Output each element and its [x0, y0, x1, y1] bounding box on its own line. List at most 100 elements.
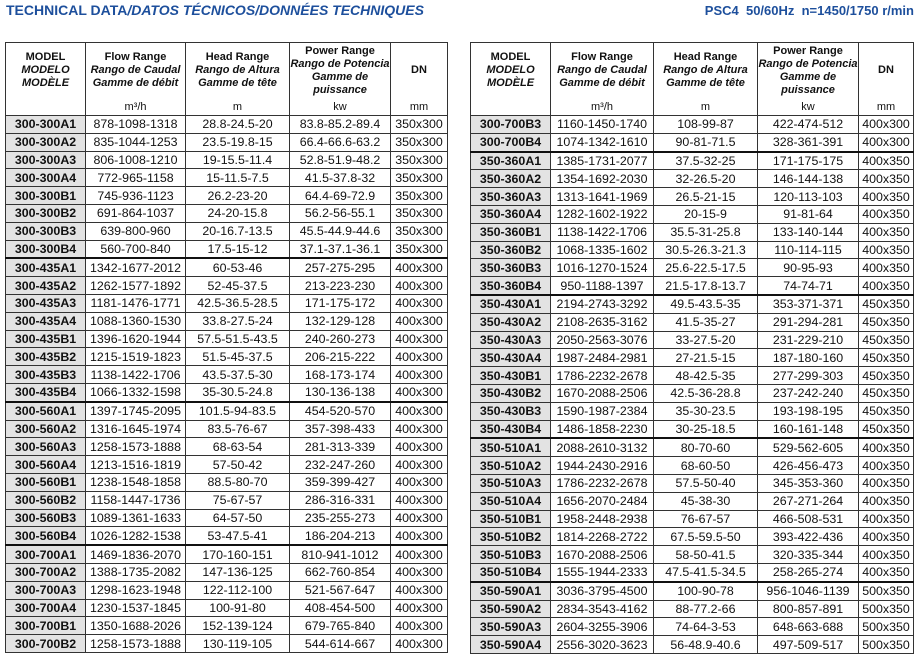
data-cell: 1074-1342-1610 [550, 132, 654, 153]
data-cell: 1068-1335-1602 [550, 240, 654, 260]
data-cell: 168-173-174 [289, 365, 391, 384]
data-cell: 400x300 [390, 437, 448, 457]
data-cell: 1670-2088-2506 [550, 545, 654, 564]
spec-table: MODEL MODELO MODÈLE Flow Range Rango de Caud… [5, 42, 448, 653]
data-cell: 400x300 [390, 616, 448, 636]
unit-cell: kw [757, 98, 859, 116]
data-cell: 35-30-23.5 [653, 401, 758, 421]
data-cell: 353-371-371 [757, 293, 859, 314]
data-cell: 1342-1677-2012 [85, 257, 186, 278]
data-cell: 497-509-517 [757, 635, 859, 654]
data-cell: 1238-1548-1858 [85, 472, 186, 492]
data-row: 300-560A3 1258-1573-1888 68-63-54 281-313-3… [5, 437, 448, 457]
data-row: 300-700B2 1258-1573-1888 130-119-105 544-61… [5, 634, 448, 653]
model-cell: 350-360B1 [470, 222, 551, 242]
data-cell: 1316-1645-1974 [85, 419, 186, 439]
data-row: 300-300B2 691-864-1037 24-20-15.8 56.2-56-5… [5, 203, 448, 223]
data-cell: 400x300 [390, 347, 448, 367]
data-cell: 67.5-59.5-50 [653, 527, 758, 547]
data-row: 300-435A1 1342-1677-2012 60-53-46 257-275-2… [5, 257, 448, 278]
data-cell: 30-25-18.5 [653, 419, 758, 439]
header-line: MODÈLE [21, 77, 70, 89]
unit-cell: kw [289, 98, 391, 116]
data-row: 300-700A1 1469-1836-2070 170-160-151 810-94… [5, 544, 448, 564]
data-cell: 52.8-51.9-48.2 [289, 150, 391, 170]
data-cell: 57.5-51.5-43.5 [185, 329, 290, 349]
unit-cell: m³/h [550, 98, 654, 116]
data-cell: 400x350 [858, 240, 914, 260]
data-cell: 43.5-37.5-30 [185, 365, 290, 384]
data-cell: 28.8-24.5-20 [185, 115, 290, 134]
model-cell: 350-430B3 [470, 401, 551, 421]
model-cell: 300-560A3 [5, 437, 86, 457]
header-line: Gamme de débit [559, 77, 645, 89]
header-line: Head Range [673, 51, 738, 63]
data-cell: 422-474-512 [757, 115, 859, 134]
data-row: 300-435B2 1215-1519-1823 51.5-45-37.5 206-2… [5, 347, 448, 367]
data-row: 350-590A1 3036-3795-4500 100-90-78 956-1046… [470, 580, 914, 601]
data-cell: 1397-1745-2095 [85, 400, 186, 421]
data-cell: 1016-1270-1524 [550, 258, 654, 278]
header-line: Power Range [773, 44, 843, 57]
column-header: Head Range Rango de Altura Gamme de tête [185, 42, 290, 98]
data-row: 350-510A3 1786-2232-2678 57.5-50-40 345-353… [470, 473, 914, 493]
data-cell: 47.5-41.5-34.5 [653, 562, 758, 583]
data-cell: 500x350 [858, 580, 914, 601]
model-cell: 300-300B2 [5, 203, 86, 223]
data-cell: 1181-1476-1771 [85, 293, 186, 313]
data-row: 350-430B4 1486-1858-2230 30-25-18.5 160-161… [470, 419, 914, 439]
data-cell: 400x350 [858, 473, 914, 493]
data-cell: 25.6-22.5-17.5 [653, 258, 758, 278]
data-cell: 1987-2484-2981 [550, 348, 654, 368]
header-line: MODEL [25, 51, 66, 63]
model-cell: 300-435B3 [5, 365, 86, 384]
model-cell: 300-700A2 [5, 562, 86, 582]
data-cell: 56.2-56-55.1 [289, 203, 391, 223]
data-cell: 186-204-213 [289, 526, 391, 546]
data-cell: 400x300 [390, 490, 448, 510]
data-row: 350-430B3 1590-1987-2384 35-30-23.5 193-198… [470, 401, 914, 421]
data-cell: 1298-1623-1948 [85, 580, 186, 600]
data-cell: 400x350 [858, 276, 914, 296]
model-cell: 350-360A1 [470, 150, 551, 171]
data-row: 350-430B1 1786-2232-2678 48-42.5-35 277-299… [470, 366, 914, 385]
data-cell: 1230-1537-1845 [85, 598, 186, 618]
column-header: DN [390, 42, 448, 98]
data-cell: 560-700-840 [85, 239, 186, 259]
data-cell: 400x300 [390, 329, 448, 349]
model-cell: 350-430A3 [470, 330, 551, 350]
data-cell: 400x350 [858, 491, 914, 511]
data-cell: 393-422-436 [757, 527, 859, 547]
data-row: 350-510B1 1958-2448-2938 76-67-57 466-508-5… [470, 509, 914, 529]
model-cell: 350-360B2 [470, 240, 551, 260]
data-cell: 53-47.5-41 [185, 526, 290, 546]
data-cell: 258-265-274 [757, 562, 859, 583]
model-cell: 350-430A2 [470, 312, 551, 332]
model-cell: 350-590A3 [470, 617, 551, 637]
data-cell: 400x300 [390, 400, 448, 421]
data-cell: 662-760-854 [289, 562, 391, 582]
model-cell: 350-590A2 [470, 599, 551, 619]
data-cell: 878-1098-1318 [85, 115, 186, 134]
data-cell: 1066-1332-1598 [85, 382, 186, 403]
data-cell: 1258-1573-1888 [85, 634, 186, 653]
data-cell: 691-864-1037 [85, 203, 186, 223]
data-cell: 1944-2430-2916 [550, 456, 654, 475]
data-cell: 33-27.5-20 [653, 330, 758, 350]
data-cell: 450x350 [858, 383, 914, 403]
data-cell: 328-361-391 [757, 132, 859, 153]
header-line: MODÈLE [486, 77, 535, 89]
unit-cell: mm [858, 98, 914, 116]
header-line: MODEL [490, 51, 531, 63]
data-cell: 240-260-273 [289, 329, 391, 349]
data-cell: 32-26.5-20 [653, 169, 758, 189]
data-cell: 400x300 [390, 257, 448, 278]
data-cell: 1590-1987-2384 [550, 401, 654, 421]
data-cell: 450x350 [858, 348, 914, 368]
column-header: Flow Range Rango de Caudal Gamme de débit [550, 42, 654, 98]
model-cell: 300-435B4 [5, 382, 86, 403]
data-cell: 90-81-71.5 [653, 132, 758, 153]
model-cell: 350-510A4 [470, 491, 551, 511]
data-cell: 2108-2635-3162 [550, 312, 654, 332]
